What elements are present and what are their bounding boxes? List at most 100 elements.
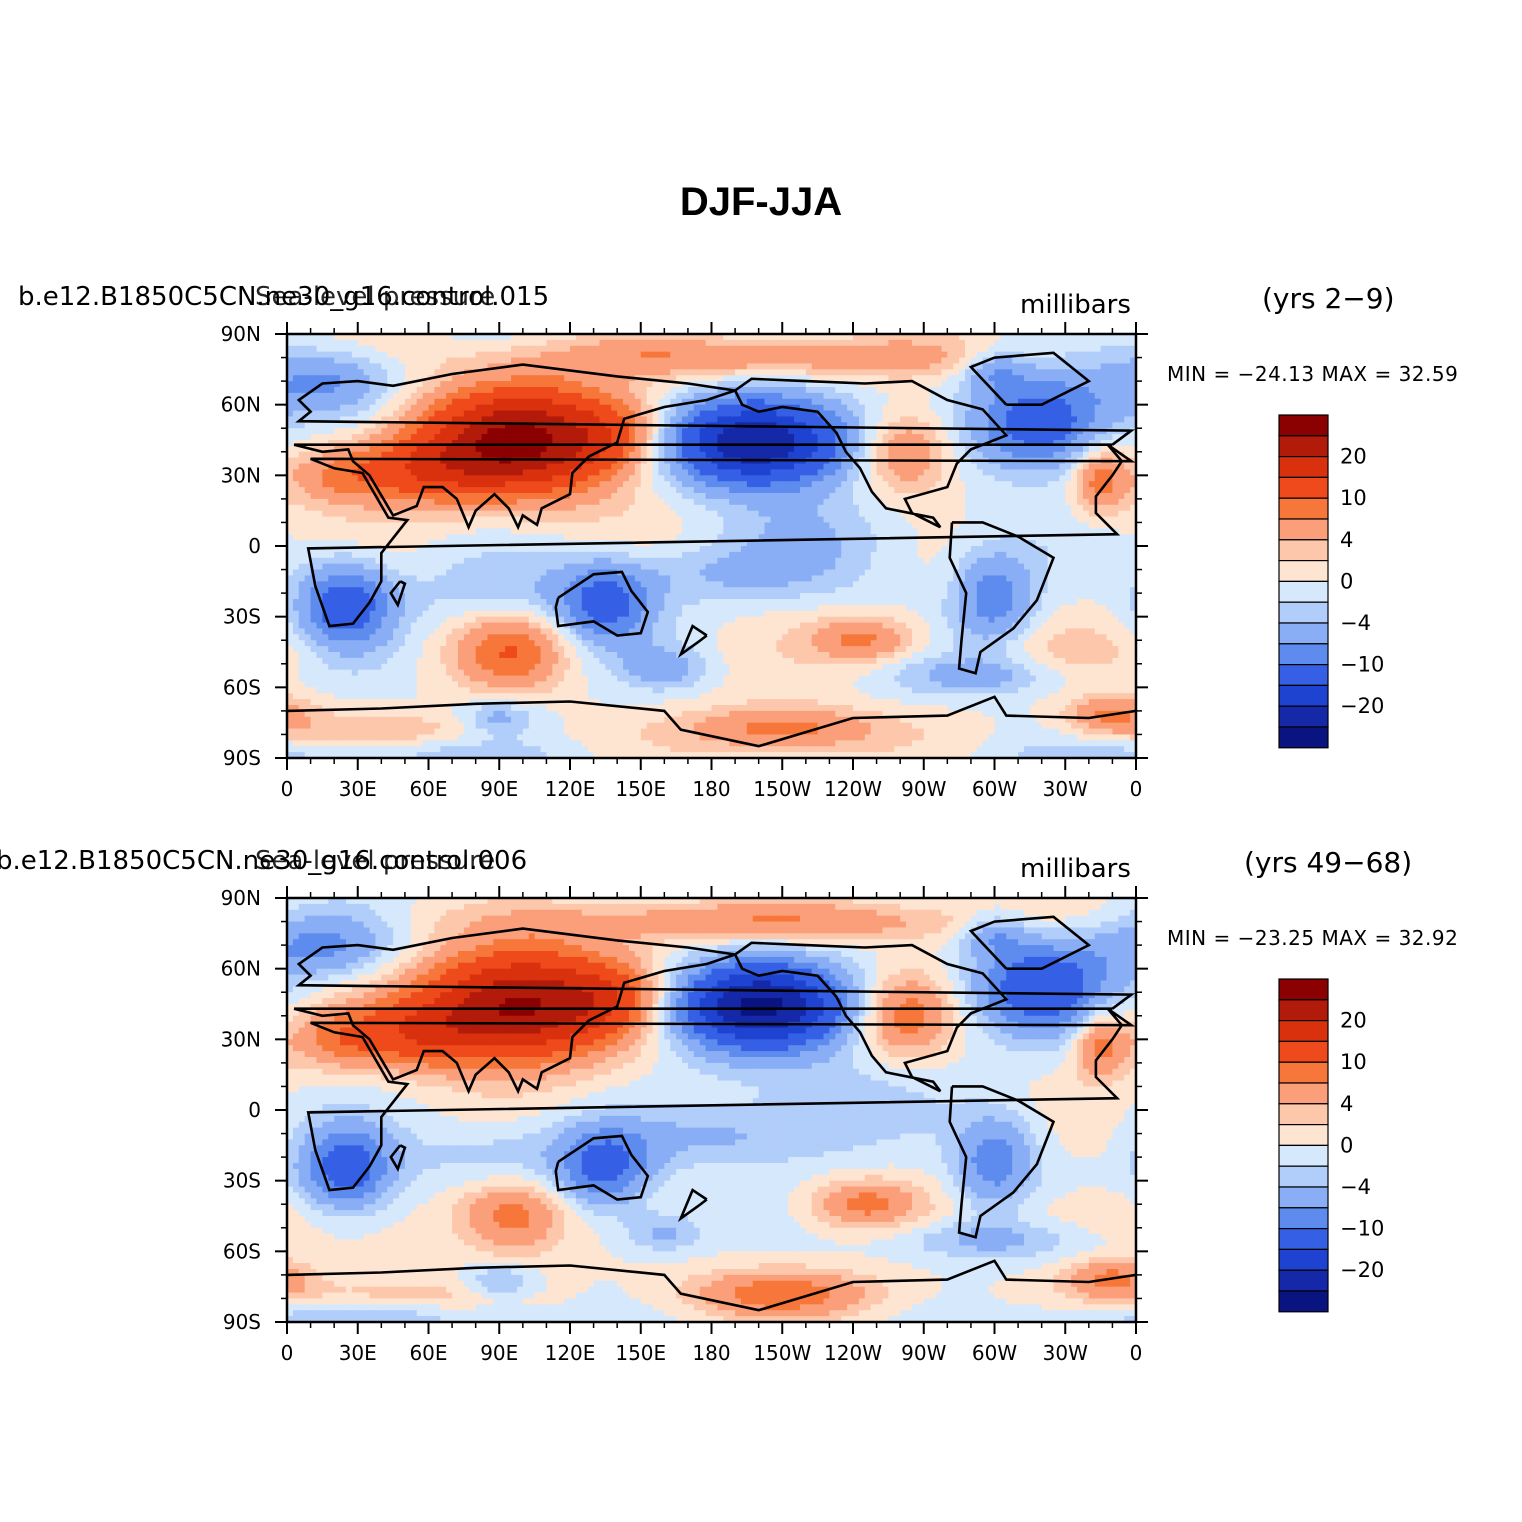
- contour-cell: [835, 387, 842, 394]
- contour-cell: [534, 469, 542, 476]
- contour-cell: [363, 387, 371, 394]
- contour-cell: [705, 469, 713, 476]
- contour-cell: [829, 498, 836, 506]
- contour-cell: [988, 357, 996, 365]
- contour-cell: [817, 375, 825, 382]
- contour-cell: [316, 345, 323, 353]
- contour-cell: [1053, 475, 1060, 482]
- contour-cell: [841, 381, 848, 388]
- contour-cell: [1106, 334, 1114, 341]
- contour-cell: [782, 451, 789, 459]
- contour-cell: [829, 445, 836, 453]
- contour-cell: [1082, 428, 1090, 435]
- contour-cell: [617, 522, 624, 529]
- contour-cell: [758, 404, 766, 412]
- contour-cell: [1118, 339, 1125, 347]
- contour-cell: [369, 528, 377, 535]
- contour-cell: [853, 451, 860, 459]
- contour-cell: [410, 451, 418, 459]
- contour-cell: [799, 510, 807, 518]
- contour-cell: [381, 504, 388, 512]
- contour-cell: [375, 334, 382, 341]
- contour-cell: [375, 481, 382, 488]
- contour-cell: [864, 445, 872, 453]
- contour-cell: [805, 387, 813, 394]
- contour-cell: [357, 334, 365, 341]
- contour-cell: [340, 475, 347, 482]
- contour-cell: [906, 398, 913, 406]
- contour-cell: [1029, 339, 1037, 347]
- contour-cell: [387, 434, 394, 441]
- contour-cell: [811, 481, 819, 488]
- contour-cell: [1012, 498, 1019, 506]
- contour-cell: [876, 375, 884, 382]
- contour-cell: [1029, 410, 1037, 418]
- contour-cell: [1000, 516, 1007, 524]
- contour-cell: [970, 516, 978, 524]
- contour-cell: [593, 534, 601, 541]
- contour-cell: [446, 428, 453, 435]
- contour-cell: [687, 334, 695, 341]
- contour-cell: [1018, 416, 1025, 423]
- contour-cell: [670, 498, 677, 506]
- contour-cell: [298, 522, 306, 529]
- contour-cell: [404, 475, 412, 482]
- contour-cell: [628, 416, 636, 423]
- contour-cell: [505, 428, 512, 435]
- contour-cell: [404, 392, 412, 400]
- contour-cell: [935, 339, 943, 347]
- contour-cell: [740, 339, 748, 347]
- contour-cell: [292, 504, 300, 512]
- contour-cell: [534, 498, 542, 506]
- contour-cell: [959, 334, 966, 341]
- contour-cell: [599, 428, 606, 435]
- contour-cell: [404, 469, 412, 476]
- contour-cell: [611, 428, 618, 435]
- contour-cell: [623, 363, 630, 370]
- contour-cell: [823, 357, 831, 365]
- contour-cell: [1041, 422, 1049, 429]
- contour-cell: [328, 434, 335, 441]
- contour-cell: [699, 481, 707, 488]
- contour-cell: [322, 428, 329, 435]
- contour-cell: [570, 410, 577, 418]
- contour-cell: [799, 504, 807, 512]
- contour-cell: [1006, 398, 1013, 406]
- contour-cell: [752, 487, 760, 494]
- contour-cell: [782, 339, 789, 347]
- contour-cell: [941, 463, 948, 471]
- contour-cell: [410, 434, 418, 441]
- contour-cell: [723, 334, 730, 341]
- contour-cell: [882, 434, 889, 441]
- contour-cell: [316, 445, 323, 453]
- contour-cell: [965, 339, 972, 347]
- contour-cell: [758, 516, 766, 524]
- contour-cell: [570, 398, 577, 406]
- contour-cell: [794, 392, 801, 400]
- contour-cell: [564, 457, 571, 465]
- contour-cell: [328, 522, 335, 529]
- contour-cell: [428, 522, 435, 529]
- contour-cell: [463, 534, 471, 541]
- contour-cell: [404, 457, 412, 465]
- contour-cell: [387, 422, 394, 429]
- contour-cell: [416, 381, 424, 388]
- contour-cell: [670, 522, 677, 529]
- contour-cell: [658, 363, 665, 370]
- contour-cell: [705, 398, 713, 406]
- contour-cell: [723, 428, 730, 435]
- contour-cell: [788, 463, 795, 471]
- contour-cell: [906, 475, 913, 482]
- contour-cell: [534, 451, 542, 459]
- contour-cell: [740, 504, 748, 512]
- contour-cell: [906, 369, 913, 376]
- contour-cell: [410, 410, 418, 418]
- contour-cell: [434, 463, 441, 471]
- contour-cell: [363, 493, 371, 500]
- contour-cell: [947, 487, 954, 494]
- contour-cell: [1112, 510, 1119, 518]
- contour-cell: [410, 516, 418, 524]
- contour-cell: [776, 334, 783, 341]
- contour-cell: [976, 516, 984, 524]
- contour-cell: [729, 445, 736, 453]
